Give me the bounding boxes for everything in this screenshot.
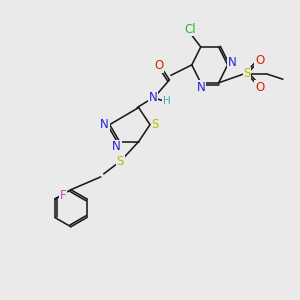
Text: N: N [112,140,121,153]
Text: N: N [227,56,236,69]
Text: N: N [100,118,109,131]
Text: F: F [60,190,67,202]
Text: H: H [163,96,170,106]
Text: O: O [255,81,264,94]
Text: S: S [116,155,124,168]
Text: S: S [152,118,159,131]
Text: Cl: Cl [184,22,196,36]
Text: N: N [148,91,158,104]
Text: N: N [196,81,205,94]
Text: O: O [255,54,264,67]
Text: S: S [243,68,251,80]
Text: O: O [154,59,164,72]
